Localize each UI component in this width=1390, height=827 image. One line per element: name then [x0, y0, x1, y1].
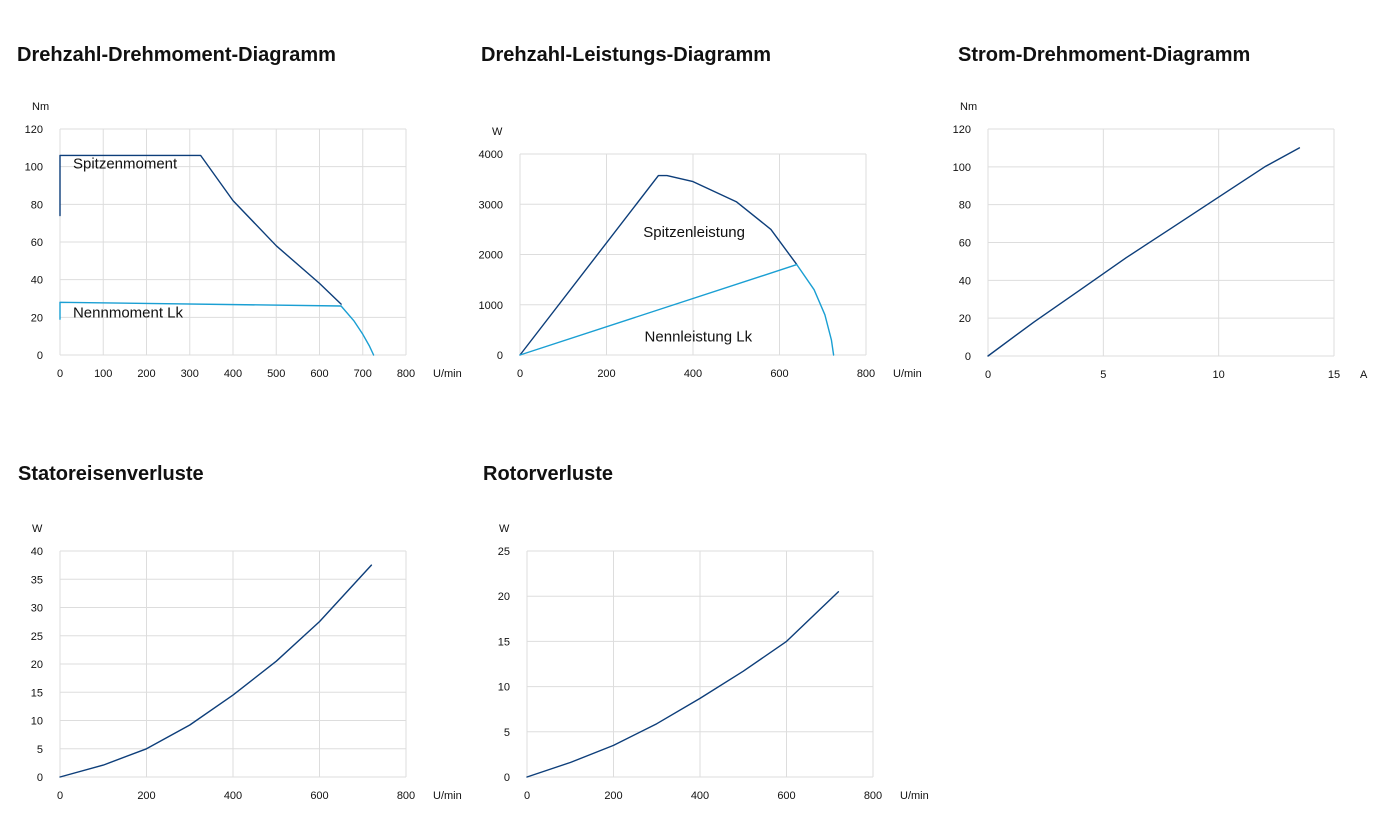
- chart-title: Drehzahl-Leistungs-Diagramm: [481, 44, 772, 66]
- y-tick-label: 25: [31, 631, 43, 643]
- x-tick-label: 15: [1328, 369, 1340, 381]
- y-tick-label: 40: [31, 275, 43, 287]
- y-axis-unit: W: [32, 523, 43, 535]
- x-tick-label: 400: [224, 368, 242, 380]
- series-annotation: Spitzenleistung: [643, 224, 745, 241]
- x-axis-unit: U/min: [433, 790, 462, 802]
- y-tick-label: 20: [959, 313, 971, 325]
- y-tick-label: 0: [37, 350, 43, 362]
- y-tick-label: 35: [31, 574, 43, 586]
- y-tick-label: 15: [31, 687, 43, 699]
- x-tick-label: 400: [684, 368, 702, 380]
- series-annotation: Nennmoment Lk: [73, 304, 184, 321]
- y-tick-label: 120: [953, 124, 971, 136]
- x-tick-label: 700: [354, 368, 372, 380]
- y-tick-label: 25: [498, 546, 510, 558]
- y-tick-label: 1000: [479, 300, 503, 312]
- y-tick-label: 20: [31, 312, 43, 324]
- y-axis-unit: W: [499, 523, 510, 535]
- y-tick-label: 80: [31, 199, 43, 211]
- series-annotation: Nennleistung Lk: [645, 328, 753, 345]
- series-annotation: Spitzenmoment: [73, 156, 178, 173]
- x-tick-label: 400: [224, 790, 242, 802]
- y-tick-label: 0: [504, 772, 510, 784]
- x-tick-label: 300: [181, 368, 199, 380]
- x-tick-label: 0: [985, 369, 991, 381]
- y-tick-label: 2000: [479, 250, 503, 262]
- y-tick-label: 4000: [479, 149, 503, 161]
- x-tick-label: 0: [57, 368, 63, 380]
- y-tick-label: 0: [497, 350, 503, 362]
- y-tick-label: 3000: [479, 199, 503, 211]
- y-tick-label: 100: [953, 162, 971, 174]
- series-line: [796, 263, 835, 356]
- series-line: [987, 147, 1301, 357]
- x-axis-unit: U/min: [893, 368, 922, 380]
- x-tick-label: 800: [397, 790, 415, 802]
- x-tick-label: 600: [777, 790, 795, 802]
- chart-title: Drehzahl-Drehmoment-Diagramm: [17, 44, 336, 66]
- y-tick-label: 60: [959, 238, 971, 250]
- x-tick-label: 800: [864, 790, 882, 802]
- x-tick-label: 200: [137, 790, 155, 802]
- series-line: [519, 174, 798, 356]
- x-tick-label: 10: [1213, 369, 1225, 381]
- x-tick-label: 5: [1100, 369, 1106, 381]
- y-tick-label: 10: [498, 682, 510, 694]
- x-tick-label: 0: [517, 368, 523, 380]
- x-tick-label: 0: [524, 790, 530, 802]
- y-tick-label: 40: [959, 275, 971, 287]
- x-tick-label: 400: [691, 790, 709, 802]
- x-tick-label: 100: [94, 368, 112, 380]
- x-axis-unit: U/min: [433, 368, 462, 380]
- x-axis-unit: U/min: [900, 790, 929, 802]
- x-tick-label: 600: [310, 368, 328, 380]
- series-line: [59, 154, 342, 305]
- y-tick-label: 80: [959, 200, 971, 212]
- y-tick-label: 0: [965, 351, 971, 363]
- y-tick-label: 30: [31, 603, 43, 615]
- y-tick-label: 5: [504, 727, 510, 739]
- x-axis-unit: A: [1360, 369, 1368, 381]
- y-tick-label: 15: [498, 636, 510, 648]
- y-tick-label: 20: [498, 591, 510, 603]
- series-line: [526, 591, 840, 778]
- chart-title: Strom-Drehmoment-Diagramm: [958, 44, 1251, 66]
- series-line: [340, 305, 375, 356]
- x-tick-label: 200: [137, 368, 155, 380]
- series-line: [59, 301, 342, 320]
- chart-title: Statoreisenverluste: [18, 463, 204, 485]
- x-tick-label: 800: [857, 368, 875, 380]
- y-tick-label: 20: [31, 659, 43, 671]
- y-tick-label: 60: [31, 237, 43, 249]
- x-tick-label: 200: [597, 368, 615, 380]
- y-axis-unit: Nm: [960, 101, 977, 113]
- y-tick-label: 10: [31, 716, 43, 728]
- x-tick-label: 500: [267, 368, 285, 380]
- y-tick-label: 0: [37, 772, 43, 784]
- x-tick-label: 600: [310, 790, 328, 802]
- series-line: [59, 564, 373, 778]
- y-tick-label: 5: [37, 744, 43, 756]
- y-axis-unit: W: [492, 126, 503, 138]
- x-tick-label: 200: [604, 790, 622, 802]
- y-tick-label: 120: [25, 124, 43, 136]
- x-tick-label: 0: [57, 790, 63, 802]
- x-tick-label: 600: [770, 368, 788, 380]
- series-line: [519, 263, 798, 356]
- y-axis-unit: Nm: [32, 101, 49, 113]
- y-tick-label: 40: [31, 546, 43, 558]
- y-tick-label: 100: [25, 162, 43, 174]
- chart-title: Rotorverluste: [483, 463, 614, 485]
- x-tick-label: 800: [397, 368, 415, 380]
